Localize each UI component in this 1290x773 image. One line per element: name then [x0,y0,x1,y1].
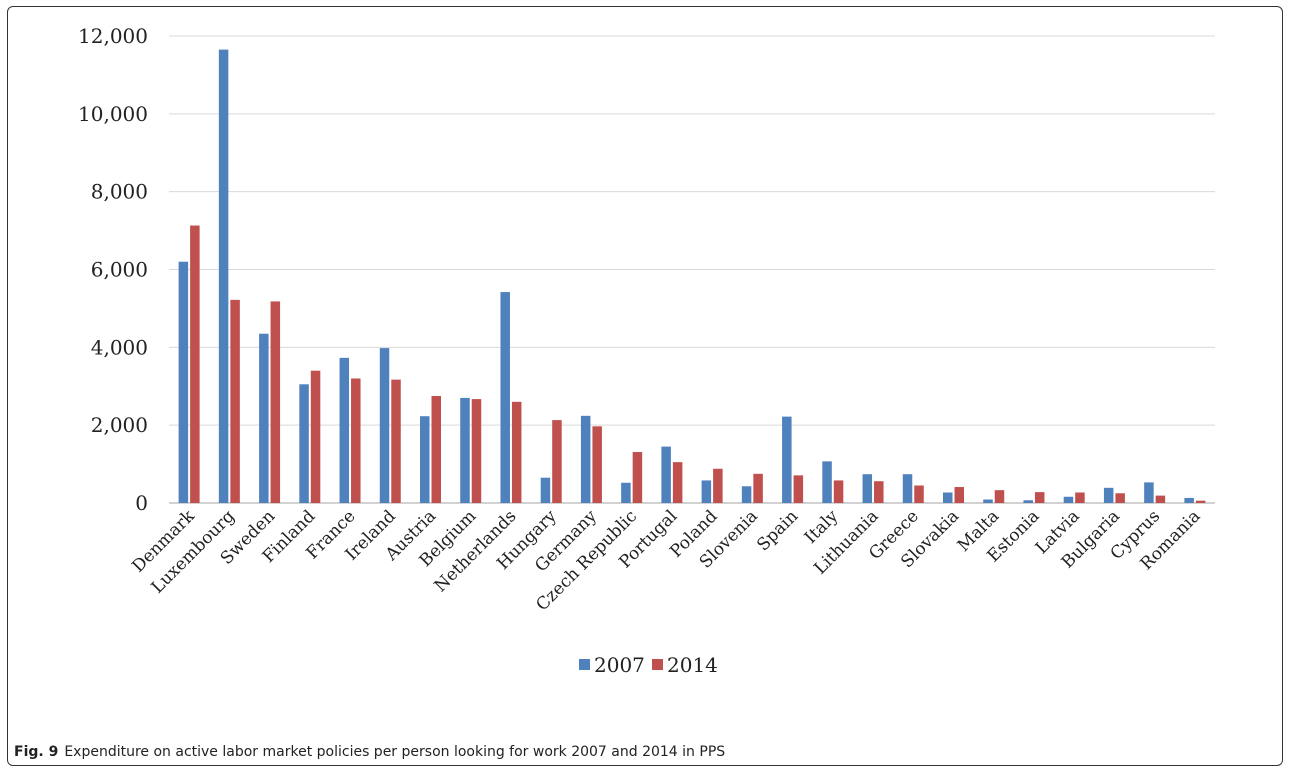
bar-2014-sweden [270,301,281,503]
bar-2007-lithuania [862,474,873,503]
bar-2007-slovakia [943,492,953,503]
bar-2014-austria [431,395,441,503]
bar-2014-romania [1195,500,1206,503]
bar-2007-czech-republic [621,482,631,503]
bar-2014-finland [310,370,321,503]
bar-2007-greece [902,474,913,503]
bar-2007-ireland [379,348,390,503]
bar-2014-bulgaria [1115,493,1125,503]
bar-2014-poland [713,468,723,503]
legend: 2007 2014 [579,653,718,677]
legend-label-2007: 2007 [594,653,645,677]
bar-2014-germany [592,426,602,503]
bar-2007-netherlands [500,292,510,503]
caption-text: Expenditure on active labor market polic… [64,744,726,760]
bar-2007-latvia [1063,496,1074,503]
bar-2014-slovenia [753,473,763,503]
bar-2007-france [339,357,350,503]
y-tick-label: 6,000 [91,258,148,282]
legend-swatch-2014 [652,659,663,670]
bar-2007-finland [299,384,309,503]
y-tick-label: 0 [135,491,148,515]
bar-2014-slovakia [954,487,964,503]
bar-2014-latvia [1075,492,1085,503]
y-tick-label: 10,000 [78,102,148,126]
bar-2007-estonia [1023,500,1033,503]
bar-2014-cyprus [1155,495,1166,503]
bar-2014-luxembourg [230,299,240,503]
bar-2014-belgium [471,399,482,503]
bar-2014-greece [914,485,924,503]
bar-2007-romania [1184,497,1194,503]
x-tick-label: Spain [753,506,802,555]
bar-2007-cyprus [1144,482,1154,503]
bar-2014-netherlands [511,401,522,503]
y-tick-label: 4,000 [91,335,148,359]
bar-2007-spain [782,416,792,503]
y-tick-label: 12,000 [78,24,148,48]
bar-2007-hungary [540,477,551,503]
figure-caption: Fig. 9 Expenditure on active labor market… [14,744,725,766]
bar-2014-france [351,378,361,503]
legend-swatch-2007 [579,659,590,670]
bar-2007-malta [983,499,993,503]
x-axis-ticks: DenmarkLuxembourgSwedenFinlandFranceIrel… [128,506,1204,615]
figure-label: Fig. 9 [14,744,59,760]
bar-2014-czech-republic [632,452,643,503]
bar-2014-italy [833,480,844,503]
gridlines [169,35,1215,504]
y-axis-ticks: 0 2,000 4,000 6,000 8,000 10,000 12,000 [78,24,148,515]
bar-2014-portugal [672,462,683,503]
bar-2007-italy [822,461,832,503]
y-tick-label: 8,000 [91,180,148,204]
bar-2014-malta [994,490,1005,503]
bar-2007-poland [701,480,712,503]
bar-2007-austria [420,416,430,503]
bar-2007-portugal [661,446,671,503]
bars [178,49,1206,503]
bar-2014-estonia [1034,492,1045,503]
bar-2007-sweden [259,333,269,503]
bar-2007-germany [580,415,591,503]
bar-2007-luxembourg [218,49,229,503]
y-tick-label: 2,000 [91,413,148,437]
bar-2014-spain [793,475,804,503]
bar-2014-hungary [552,420,562,503]
bar-2014-denmark [190,225,200,503]
bar-2007-bulgaria [1103,487,1114,503]
bar-2007-denmark [178,261,189,503]
bar-chart: 0 2,000 4,000 6,000 8,000 10,000 12,000 Denmar… [78,24,1215,677]
bar-2007-belgium [460,397,470,503]
bar-2014-lithuania [874,481,884,503]
bar-2007-slovenia [741,486,752,503]
bar-2014-ireland [391,379,401,503]
legend-label-2014: 2014 [667,653,718,677]
